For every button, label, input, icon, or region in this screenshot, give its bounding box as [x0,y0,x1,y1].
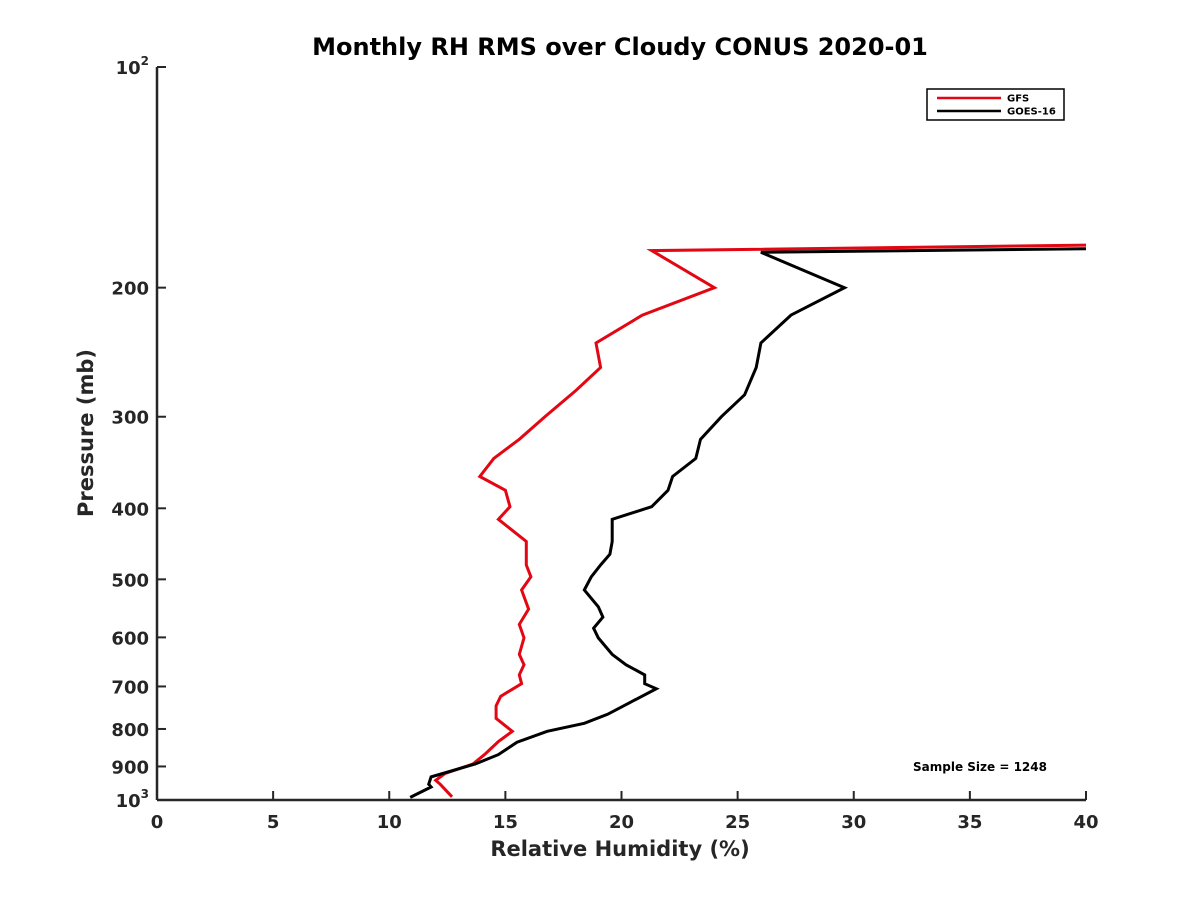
x-tick-label: 15 [493,812,518,833]
y-tick-label: 500 [111,570,149,591]
y-tick-label: 800 [111,720,149,741]
series-line-gfs [433,243,1087,798]
x-tick-label: 0 [151,812,164,833]
y-tick-label: 900 [111,757,149,778]
y-tick-label: 103 [116,787,149,812]
y-tick-label: 400 [111,499,149,520]
x-axis-label: Relative Humidity (%) [490,837,749,861]
y-axis-label: Pressure (mb) [74,349,98,517]
legend-label-gfs: GFS [1007,94,1029,105]
series-line-goes16 [409,247,1087,799]
x-tick-label: 5 [267,812,280,833]
y-tick-label: 200 [111,279,149,300]
legend-label-goes16: GOES-16 [1007,107,1056,118]
x-tick-label: 10 [377,812,402,833]
sample-size-annotation: Sample Size = 1248 [913,760,1047,774]
y-tick-label: 700 [111,677,149,698]
y-tick-label: 300 [111,408,149,429]
legend: GFS GOES-16 [926,88,1065,121]
y-tick-label: 102 [116,54,149,79]
plot-lines [409,243,1087,799]
x-tick-label: 30 [841,812,866,833]
legend-box [926,88,1065,121]
x-tick-label: 40 [1073,812,1098,833]
x-tick-label: 25 [725,812,750,833]
y-axis-ticks: 102 200 300 400 500 600 700 800 900 103 [111,54,166,812]
x-tick-label: 20 [609,812,634,833]
y-tick-label: 600 [111,628,149,649]
chart-title: Monthly RH RMS over Cloudy CONUS 2020-01 [312,33,928,61]
x-axis-ticks: 0 5 10 15 20 25 30 35 40 [151,791,1099,833]
x-tick-label: 35 [957,812,982,833]
